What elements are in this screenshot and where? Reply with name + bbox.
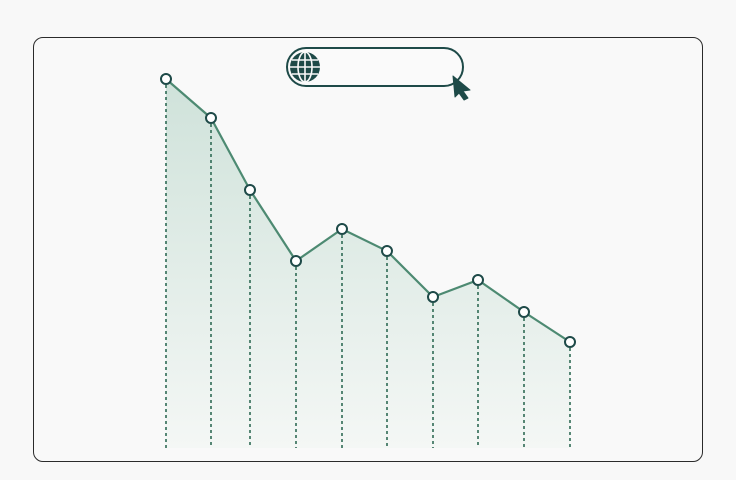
data-point bbox=[290, 255, 302, 267]
area-fill bbox=[166, 79, 570, 448]
data-point bbox=[518, 306, 530, 318]
data-point bbox=[427, 291, 439, 303]
globe-icon bbox=[290, 51, 320, 83]
data-point bbox=[381, 245, 393, 257]
data-point bbox=[564, 336, 576, 348]
data-point bbox=[160, 73, 172, 85]
data-point bbox=[472, 274, 484, 286]
pointer-cursor-icon bbox=[452, 75, 471, 101]
data-point bbox=[244, 184, 256, 196]
address-bar[interactable] bbox=[286, 47, 464, 87]
series-line bbox=[165, 78, 571, 343]
address-input[interactable] bbox=[286, 47, 464, 87]
data-point bbox=[205, 112, 217, 124]
data-point bbox=[336, 223, 348, 235]
